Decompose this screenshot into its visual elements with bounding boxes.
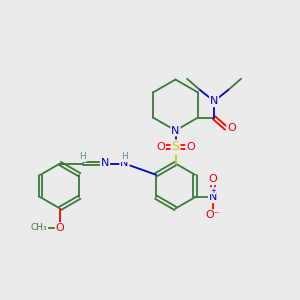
Text: H: H — [79, 152, 86, 161]
Text: O: O — [56, 223, 64, 233]
Text: O: O — [186, 142, 195, 152]
Text: O: O — [156, 142, 165, 152]
Text: N: N — [101, 158, 109, 169]
Text: CH₃: CH₃ — [31, 224, 47, 232]
Text: S: S — [172, 140, 179, 154]
Text: H: H — [121, 152, 128, 161]
Text: N: N — [209, 192, 217, 202]
Text: N: N — [210, 96, 218, 106]
Text: O: O — [227, 123, 236, 133]
Text: +: + — [210, 188, 216, 194]
Text: O: O — [208, 174, 217, 184]
Text: N: N — [120, 158, 129, 169]
Text: N: N — [171, 125, 180, 136]
Text: H: H — [121, 152, 128, 161]
Text: O⁻: O⁻ — [206, 210, 220, 220]
